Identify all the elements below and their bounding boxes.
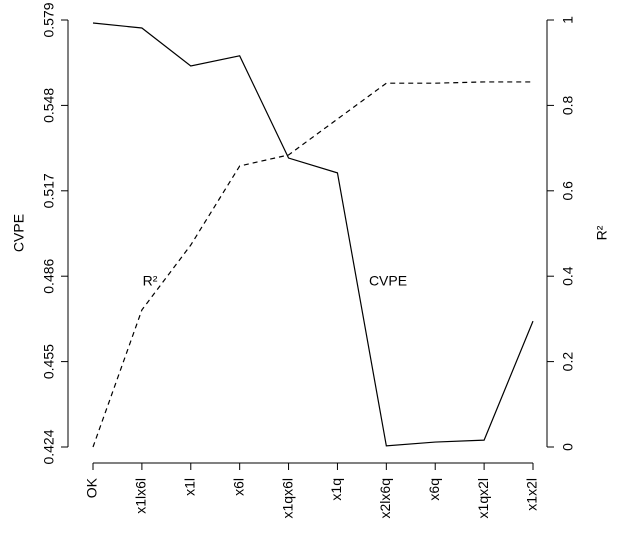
y2-tick-label: 1 xyxy=(560,16,576,24)
y2-tick-label: 0.2 xyxy=(560,352,576,372)
x-tick-label: x1lx6l xyxy=(133,478,149,514)
x-tick-label: x1qx6l xyxy=(279,478,295,518)
y2-tick-label: 0.8 xyxy=(560,95,576,115)
y-tick-label: 0.486 xyxy=(41,258,57,293)
x-tick-label: x1x2l xyxy=(524,478,540,511)
y-tick-label: 0.424 xyxy=(41,429,57,464)
x-tick-label: x1q xyxy=(328,478,344,501)
series-line xyxy=(92,81,533,448)
y-axis-title: CVPE xyxy=(11,214,27,252)
y2-tick-label: 0.4 xyxy=(560,266,576,286)
annotation: R² xyxy=(143,273,158,289)
x-tick-label: x2lx6q xyxy=(377,478,393,518)
x-tick-label: x1qx2l xyxy=(475,478,491,518)
x-tick-label: x6q xyxy=(426,478,442,501)
annotation: CVPE xyxy=(369,273,407,289)
y2-tick-label: 0.6 xyxy=(560,181,576,201)
y-tick-label: 0.548 xyxy=(41,88,57,123)
y2-tick-label: 0 xyxy=(560,443,576,451)
x-tick-label: x6l xyxy=(230,478,246,496)
y-tick-label: 0.579 xyxy=(41,2,57,37)
y2-axis-title: R² xyxy=(594,225,610,240)
x-tick-label: OK xyxy=(84,477,100,498)
x-tick-label: x1l xyxy=(181,478,197,496)
series-line xyxy=(92,22,534,447)
y-tick-label: 0.455 xyxy=(41,344,57,379)
y-tick-label: 0.517 xyxy=(41,173,57,208)
